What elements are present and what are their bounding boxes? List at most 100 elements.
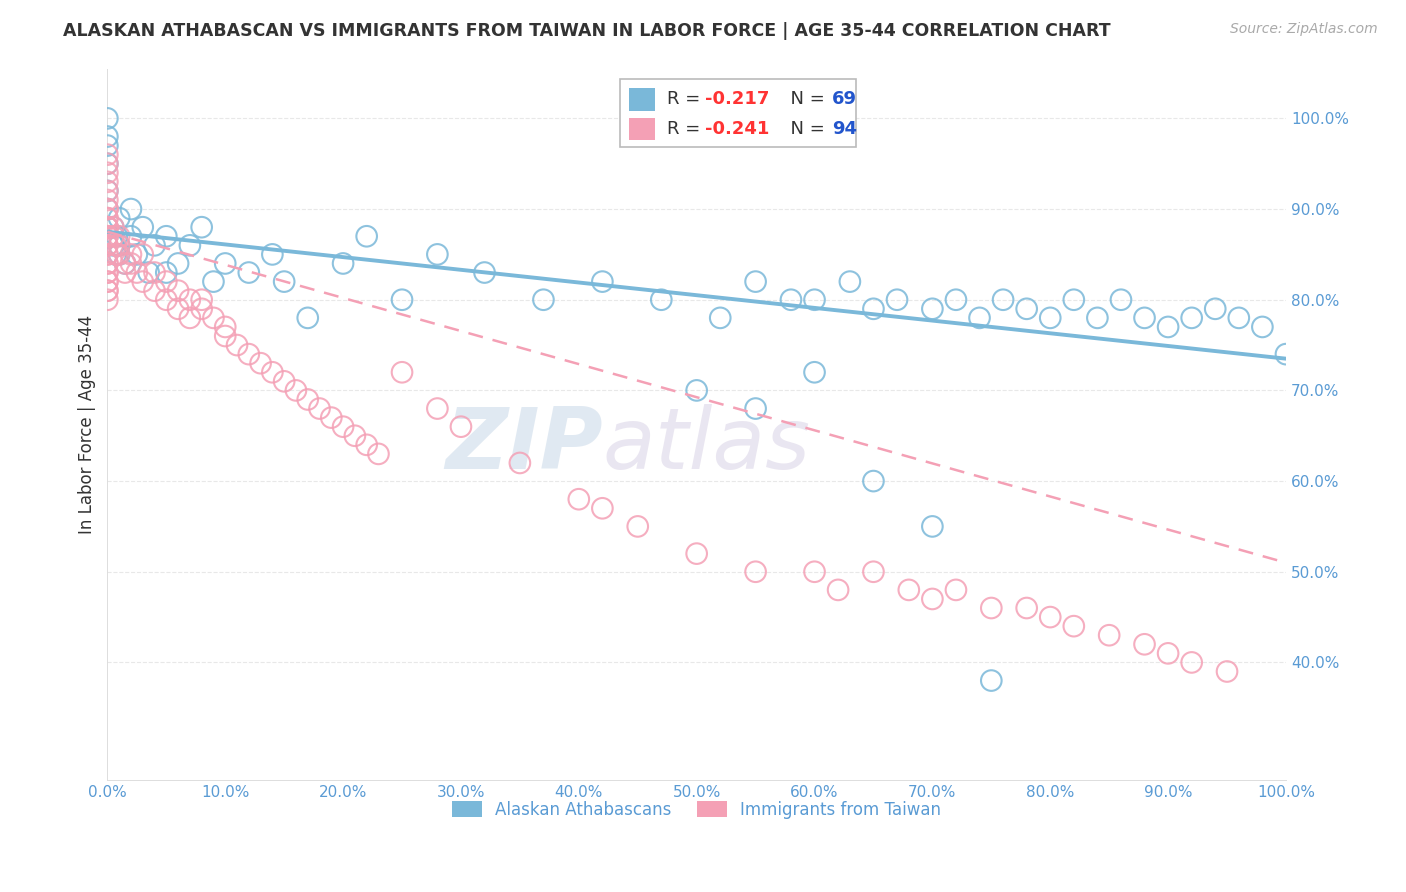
Point (509, 456, 531, 470)
Point (214, 256, 236, 270)
Point (96, 293, 118, 307)
Point (1227, 310, 1250, 325)
Point (96, 256, 118, 270)
Point (96, 220, 118, 235)
Point (96, 247, 118, 261)
Point (120, 229, 142, 244)
Point (1015, 301, 1038, 316)
Bar (630, 118, 655, 140)
Point (96, 184, 118, 198)
Point (886, 293, 908, 307)
Point (1275, 347, 1298, 361)
Point (108, 247, 131, 261)
Point (96, 275, 118, 289)
Point (238, 347, 260, 361)
Point (103, 220, 125, 235)
Point (627, 519, 650, 533)
Point (332, 256, 354, 270)
Point (96, 220, 118, 235)
Point (96, 238, 118, 252)
Point (96, 211, 118, 226)
Point (179, 310, 201, 325)
Point (96, 284, 118, 298)
Point (862, 565, 884, 579)
Point (356, 438, 378, 452)
Point (190, 220, 212, 235)
Point (143, 238, 166, 252)
Point (103, 229, 125, 244)
Point (120, 247, 142, 261)
Point (190, 293, 212, 307)
Point (105, 247, 128, 261)
Text: -0.241: -0.241 (704, 120, 769, 138)
Point (803, 365, 825, 379)
Text: ALASKAN ATHABASCAN VS IMMIGRANTS FROM TAIWAN IN LABOR FORCE | AGE 35-44 CORRELAT: ALASKAN ATHABASCAN VS IMMIGRANTS FROM TA… (63, 22, 1111, 40)
Point (1015, 601, 1038, 615)
Point (96, 229, 118, 244)
Point (167, 301, 190, 316)
Point (803, 565, 825, 579)
Point (96, 166, 118, 180)
Point (249, 356, 271, 370)
Legend: Alaskan Athabascans, Immigrants from Taiwan: Alaskan Athabascans, Immigrants from Tai… (446, 794, 948, 825)
Point (143, 284, 166, 298)
Point (167, 256, 190, 270)
Point (202, 310, 225, 325)
Point (297, 392, 319, 407)
Point (921, 591, 943, 606)
Point (1216, 665, 1239, 679)
Point (980, 601, 1002, 615)
Text: N =: N = (779, 90, 831, 108)
Point (297, 310, 319, 325)
Point (125, 266, 148, 280)
Point (426, 401, 449, 416)
Point (650, 293, 672, 307)
Point (991, 293, 1014, 307)
Point (1087, 310, 1109, 325)
Point (103, 220, 125, 235)
Point (120, 202, 142, 216)
Text: R =: R = (668, 120, 706, 138)
Point (167, 284, 190, 298)
Text: Source: ZipAtlas.com: Source: ZipAtlas.com (1230, 22, 1378, 37)
Point (96, 275, 118, 289)
Point (238, 266, 260, 280)
Point (945, 293, 967, 307)
Text: 69: 69 (832, 90, 858, 108)
Point (1063, 293, 1085, 307)
Point (838, 275, 860, 289)
Point (945, 582, 967, 597)
Y-axis label: In Labor Force | Age 35-44: In Labor Force | Age 35-44 (79, 315, 96, 534)
Point (744, 401, 766, 416)
Point (426, 247, 449, 261)
Point (343, 429, 366, 443)
Point (96, 247, 118, 261)
Point (1133, 637, 1156, 651)
Point (96, 266, 118, 280)
Point (273, 375, 295, 389)
Point (1204, 301, 1226, 316)
Point (308, 401, 330, 416)
Point (591, 275, 613, 289)
Point (108, 238, 131, 252)
Point (862, 474, 884, 488)
Point (132, 275, 155, 289)
Point (321, 410, 343, 425)
Point (262, 247, 284, 261)
Point (96, 220, 118, 235)
Point (1063, 619, 1085, 633)
Point (1157, 320, 1180, 334)
Point (332, 419, 354, 434)
Point (108, 247, 131, 261)
Point (897, 582, 920, 597)
Text: ZIP: ZIP (444, 404, 602, 487)
Point (1109, 293, 1132, 307)
Point (591, 501, 613, 516)
Point (96, 147, 118, 161)
Point (780, 293, 803, 307)
Point (568, 492, 591, 507)
Point (1039, 310, 1062, 325)
Point (96, 175, 118, 189)
Text: 94: 94 (832, 120, 858, 138)
Point (108, 229, 131, 244)
